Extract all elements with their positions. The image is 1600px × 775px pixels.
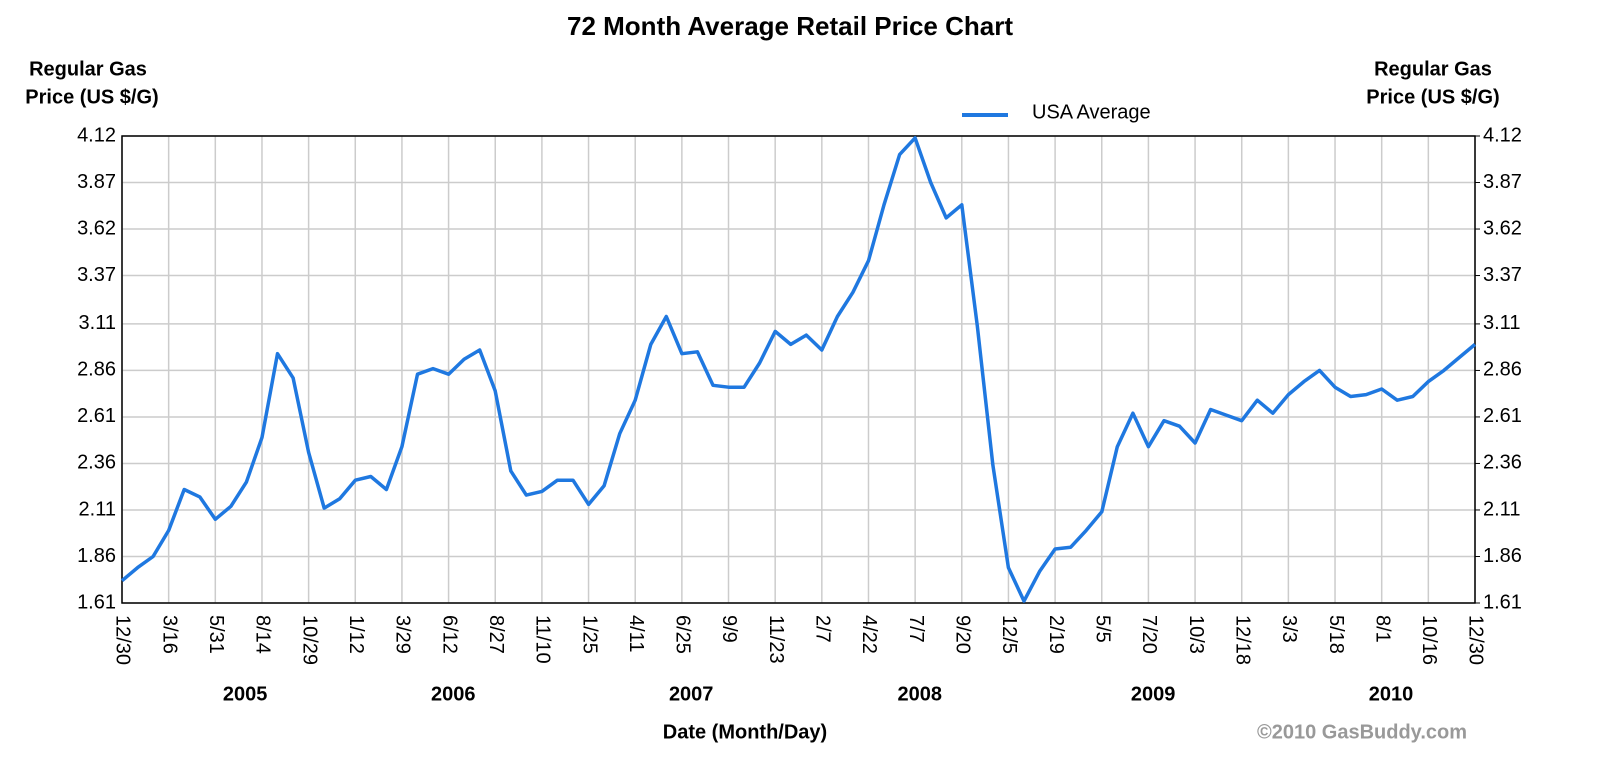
year-label: 2009: [1131, 683, 1176, 705]
x-tick-label: 5/18: [1325, 615, 1347, 654]
y-tick-label: 2.61: [77, 405, 116, 427]
y-tick-label: 3.37: [77, 264, 116, 286]
year-label: 2007: [669, 683, 714, 705]
year-label: 2010: [1369, 683, 1414, 705]
legend-label: USA Average: [1032, 101, 1151, 123]
y-tick-label: 1.86: [77, 545, 116, 567]
y-tick-label: 3.62: [77, 217, 116, 239]
y2-tick-label: 2.61: [1483, 405, 1522, 427]
y-tick-label: 2.11: [79, 498, 116, 520]
x-tick-label: 5/31: [205, 615, 227, 654]
x-tick-label: 6/25: [672, 615, 694, 654]
x-tick-label: 2/7: [812, 615, 834, 643]
credit: ©2010 GasBuddy.com: [1257, 721, 1467, 743]
x-tick-label: 2/19: [1045, 615, 1067, 654]
y2-tick-label: 2.36: [1483, 452, 1522, 474]
x-tick-label: 7/20: [1138, 615, 1160, 654]
x-tick-label: 9/20: [952, 615, 974, 654]
x-tick-label: 7/7: [905, 615, 927, 643]
plot-border: [121, 135, 1476, 604]
x-tick-label: 8/27: [485, 615, 507, 654]
y-tick-label: 1.61: [77, 591, 116, 613]
x-tick-label: 10/3: [1185, 615, 1207, 654]
y2-axis-label: Regular Gas: [1374, 58, 1492, 80]
y-tick-label: 2.36: [77, 452, 116, 474]
x-tick-label: 12/5: [998, 615, 1020, 654]
y-axis-label: Regular Gas: [29, 58, 147, 80]
y2-tick-label: 1.61: [1483, 591, 1522, 613]
x-tick-label: 6/12: [438, 615, 460, 654]
y-axis-label: Price (US $/G): [25, 86, 158, 108]
year-label: 2006: [431, 683, 476, 705]
x-tick-label: 8/14: [252, 615, 274, 654]
x-tick-label: 5/5: [1091, 615, 1113, 643]
chart-title: 72 Month Average Retail Price Chart: [567, 11, 1013, 41]
y2-tick-label: 3.62: [1483, 217, 1522, 239]
x-tick-label: 11/10: [532, 615, 554, 664]
data-line: [120, 136, 1477, 603]
y2-axis-label: Price (US $/G): [1366, 86, 1499, 108]
y2-tick-label: 3.11: [1483, 312, 1520, 334]
y-tick-label: 3.87: [77, 171, 116, 193]
y-tick-label: 2.86: [77, 359, 116, 381]
y2-tick-label: 1.86: [1483, 545, 1522, 567]
y2-tick-label: 4.12: [1483, 124, 1522, 146]
x-tick-label: 3/29: [392, 615, 414, 654]
y2-tick-label: 3.37: [1483, 264, 1522, 286]
x-tick-label: 1/25: [578, 615, 600, 654]
x-tick-label: 9/9: [718, 615, 740, 643]
x-tick-label: 4/11: [625, 615, 647, 652]
year-label: 2008: [898, 683, 943, 705]
y-tick-label: 3.11: [79, 312, 116, 334]
x-tick-label: 12/30: [112, 615, 134, 665]
x-tick-label: 4/22: [858, 615, 880, 654]
x-tick-label: 12/30: [1465, 615, 1487, 665]
plot-background: [122, 136, 1475, 603]
x-tick-label: 3/16: [158, 615, 180, 654]
x-tick-label: 1/12: [345, 615, 367, 654]
y2-tick-label: 2.11: [1483, 498, 1520, 520]
x-axis-label: Date (Month/Day): [663, 721, 827, 743]
x-tick-label: 10/29: [298, 615, 320, 665]
y-tick-label: 4.12: [77, 124, 116, 146]
x-tick-label: 11/23: [765, 615, 787, 664]
x-tick-label: 8/1: [1371, 615, 1393, 643]
x-tick-label: 10/16: [1418, 615, 1440, 665]
year-label: 2005: [223, 683, 268, 705]
y2-tick-label: 3.87: [1483, 171, 1522, 193]
x-tick-label: 3/3: [1278, 615, 1300, 643]
x-tick-label: 12/18: [1231, 615, 1253, 665]
y2-tick-label: 2.86: [1483, 359, 1522, 381]
